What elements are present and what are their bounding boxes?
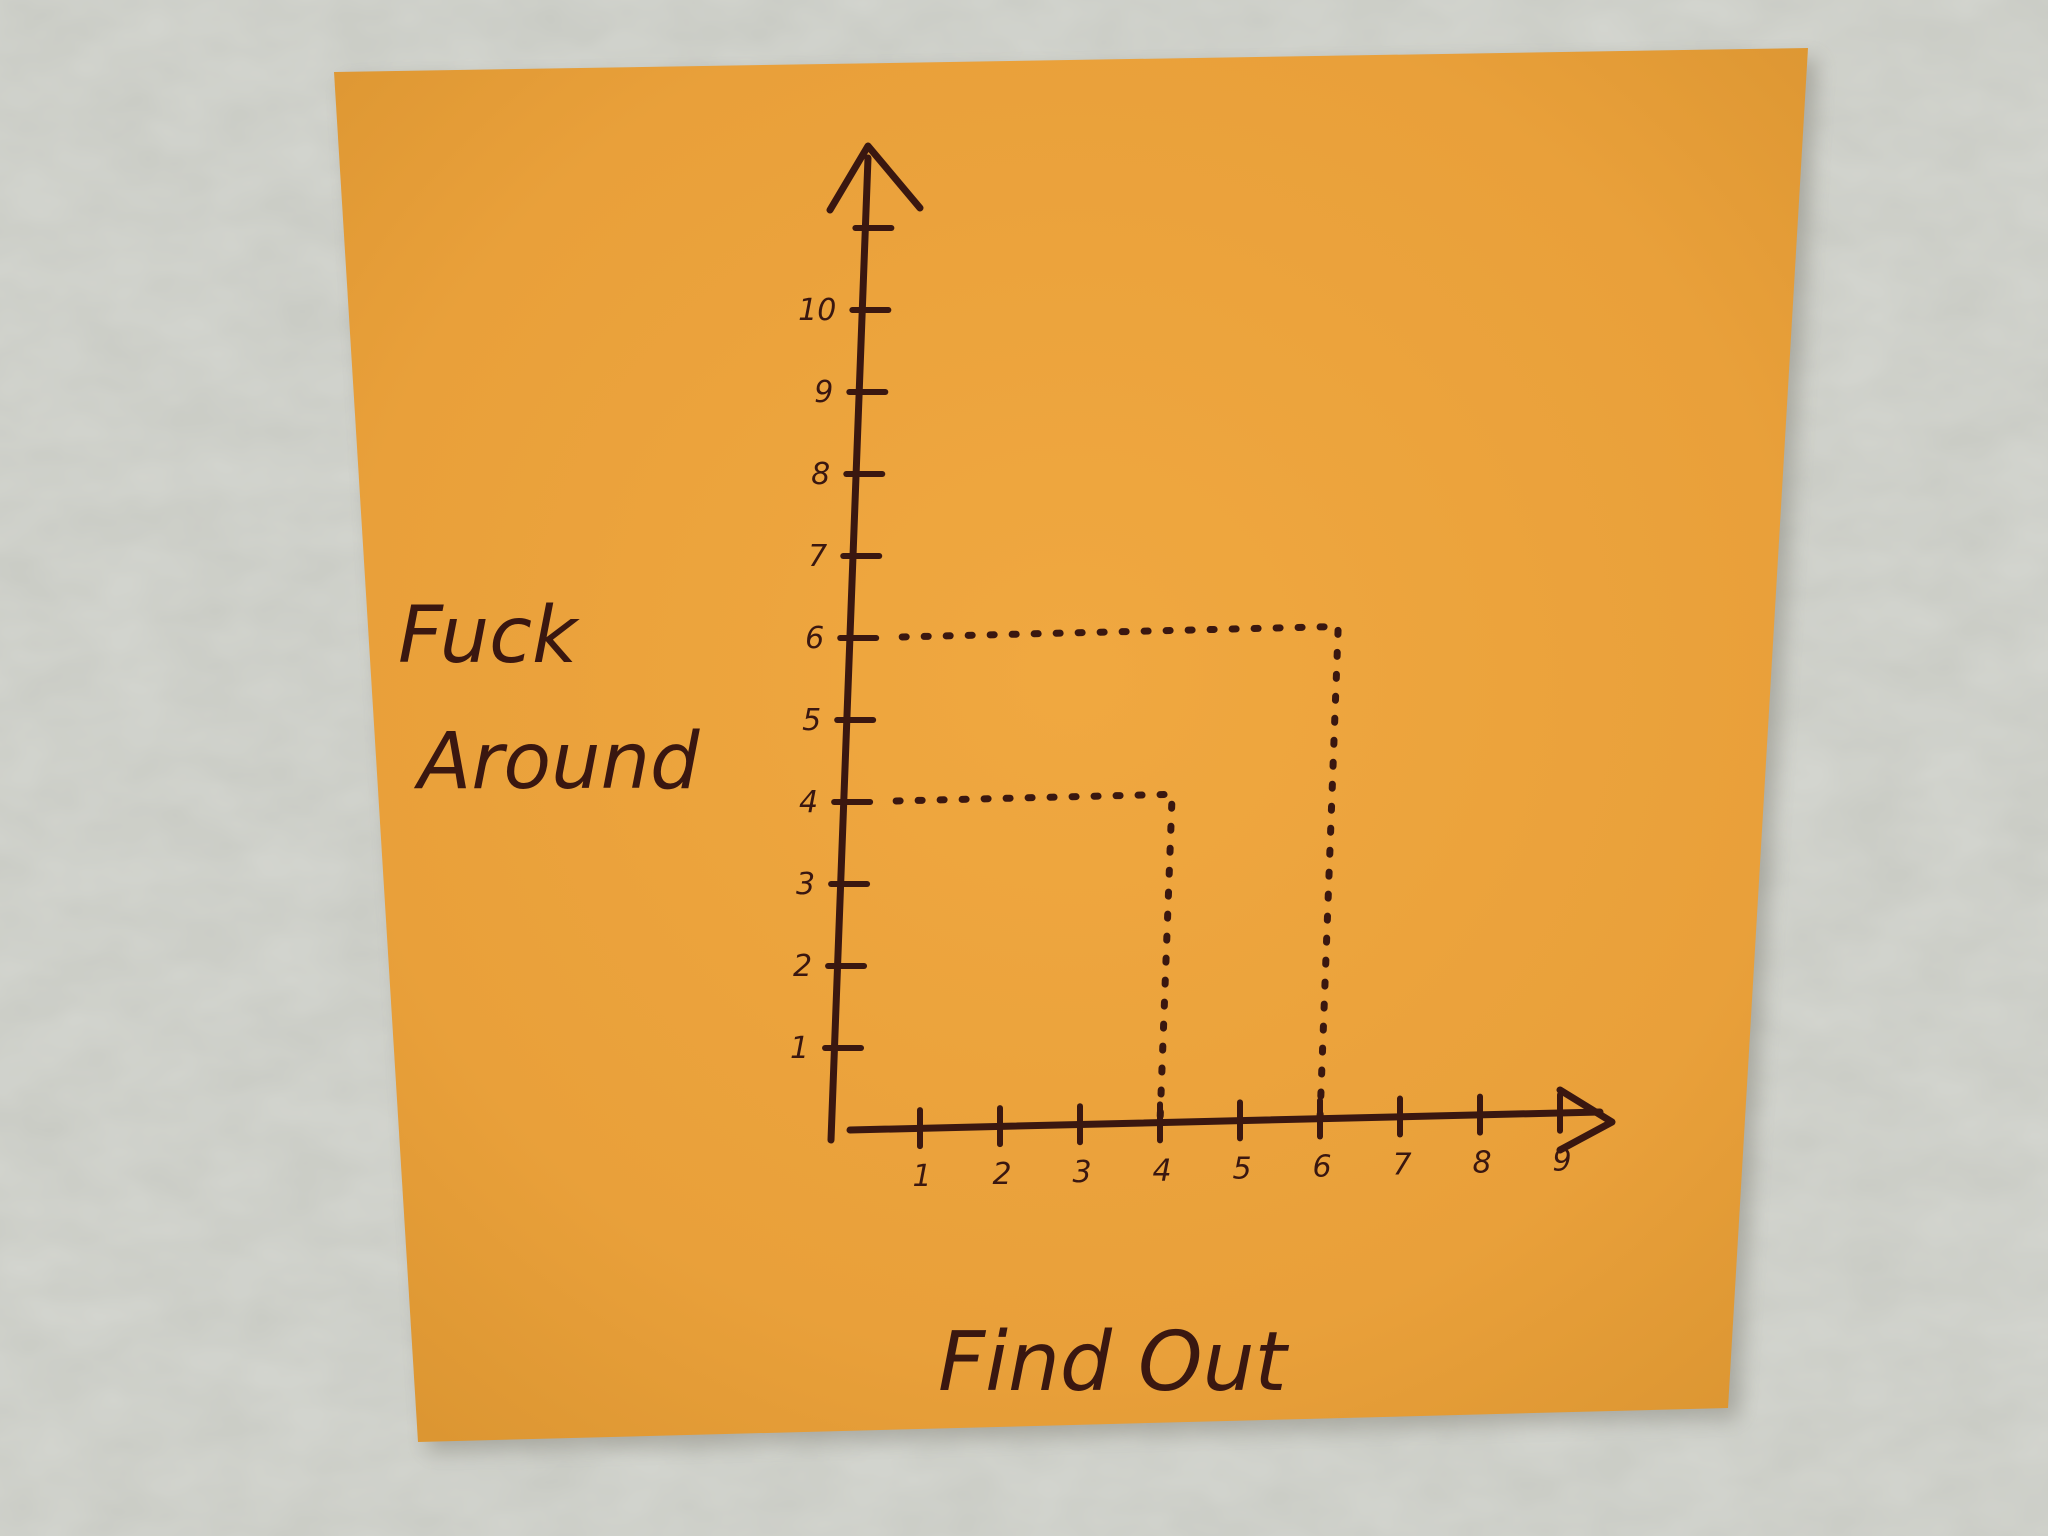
y-axis-arrowhead-icon	[826, 142, 924, 214]
y-tick-label: 2	[793, 949, 812, 984]
series-line-1	[892, 790, 1176, 1126]
chart-series	[892, 622, 1342, 1126]
y-axis-line	[827, 154, 872, 1144]
x-tick-label: 7	[1392, 1148, 1411, 1183]
y-tick-label: 10	[798, 293, 836, 328]
x-tick-label: 8	[1472, 1146, 1491, 1181]
y-tick-label: 1	[790, 1031, 809, 1066]
x-axis-arrowhead-icon	[1556, 1086, 1616, 1154]
y-tick-label: 8	[811, 457, 830, 492]
y-axis-label-line1: Fuck	[398, 591, 580, 681]
x-tick-label: 3	[1072, 1155, 1091, 1190]
hand-drawn-axes	[826, 142, 1616, 1154]
y-tick-label: 6	[805, 621, 824, 656]
y-tick-label: 4	[799, 785, 818, 820]
sticky-note-paper	[334, 48, 1808, 1442]
y-axis-ticks: 1 2 3 4 5 6 7 8 9 10	[790, 225, 895, 1066]
x-axis-line	[846, 1108, 1604, 1134]
x-tick-label: 5	[1232, 1151, 1251, 1186]
x-tick-label: 2	[992, 1157, 1011, 1192]
y-tick-label: 7	[808, 539, 827, 574]
y-tick-label: 5	[802, 703, 821, 738]
x-tick-label: 6	[1312, 1149, 1331, 1184]
x-tick-label: 1	[912, 1159, 931, 1194]
x-axis-label: Find Out	[938, 1315, 1290, 1410]
y-tick-label: 3	[796, 867, 815, 902]
y-tick-label: 9	[814, 375, 833, 410]
x-tick-label: 4	[1152, 1153, 1171, 1188]
x-tick-label: 9	[1552, 1144, 1571, 1179]
y-axis-label-line2: Around	[413, 717, 700, 807]
